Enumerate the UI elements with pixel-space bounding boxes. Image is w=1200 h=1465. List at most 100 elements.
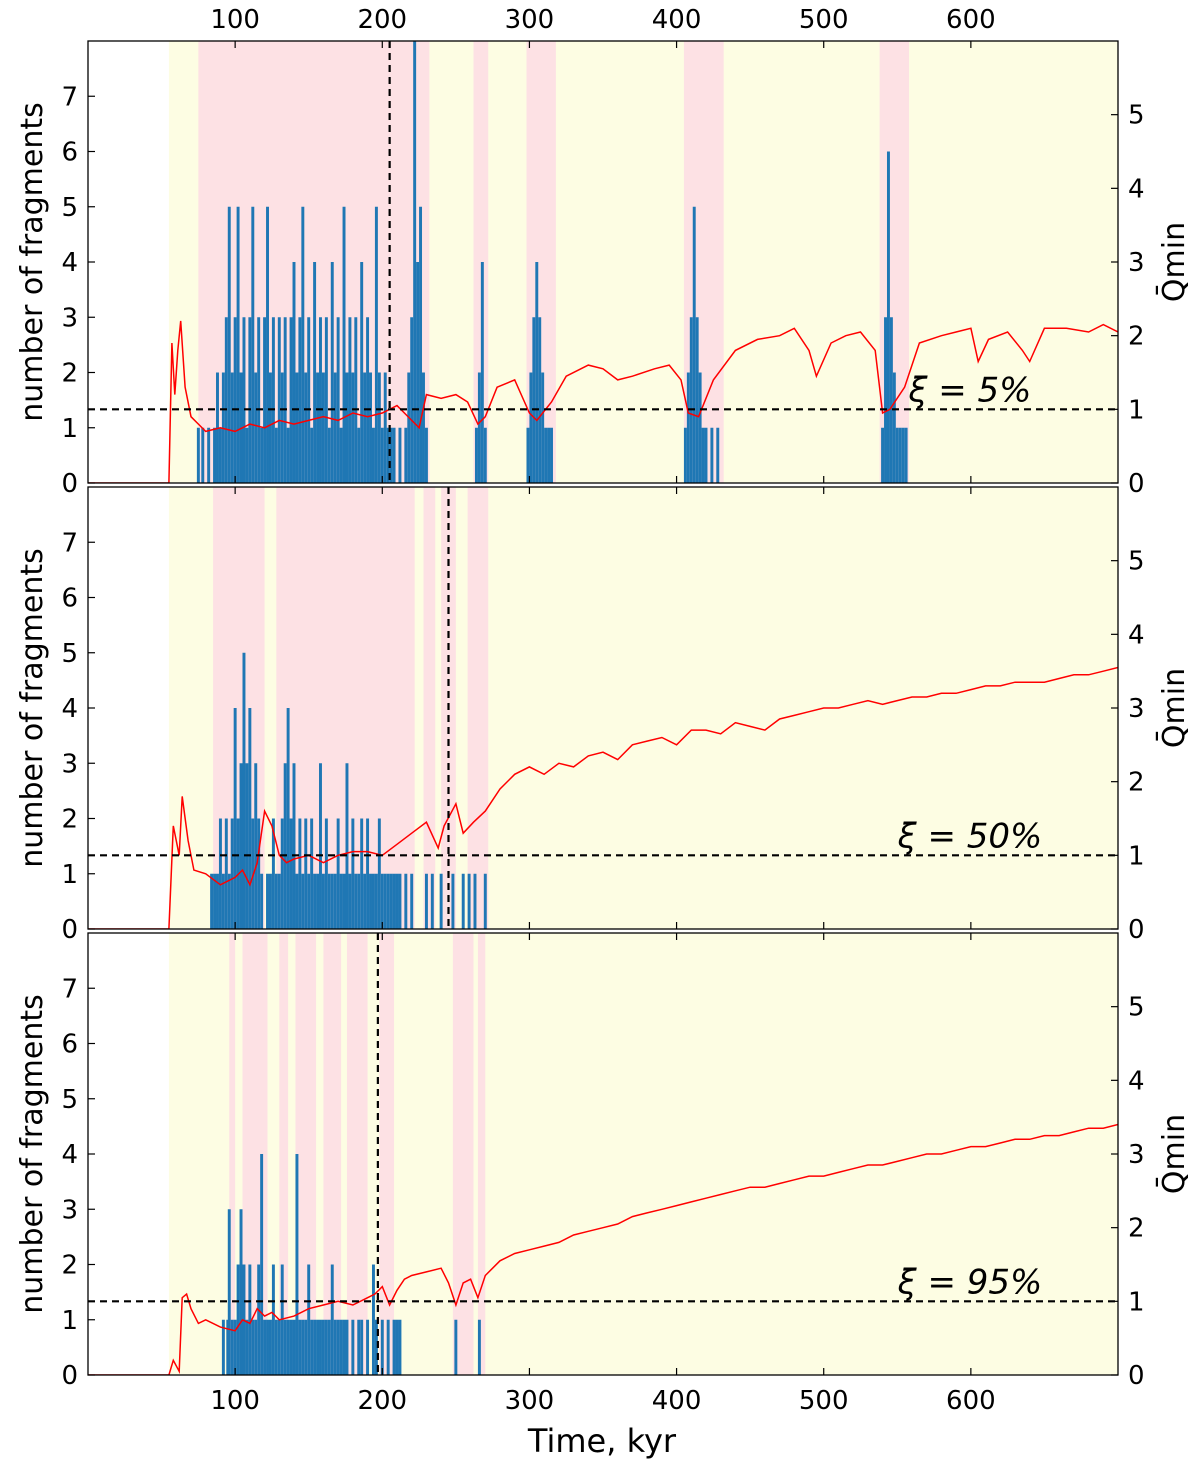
fragment-bar: [544, 427, 548, 483]
fragment-bar: [898, 427, 902, 483]
fragment-bar: [313, 1319, 317, 1375]
right-tick-label: 4: [1128, 174, 1145, 204]
fragment-bar: [416, 262, 420, 483]
fragment-bar: [901, 427, 905, 483]
fragment-bar: [304, 1319, 308, 1375]
fragment-bar: [295, 873, 299, 929]
fragment-bar: [266, 873, 269, 929]
fragment-bar: [377, 372, 381, 483]
fragment-bar: [686, 372, 690, 483]
fragment-bar: [260, 873, 264, 929]
fragment-bar: [301, 206, 305, 483]
fragment-bar: [310, 1319, 314, 1375]
panel-annotation: ξ = 50%: [897, 816, 1043, 856]
fragment-bar: [213, 427, 217, 483]
fragment-bar: [377, 818, 381, 929]
left-tick-label: 3: [61, 303, 78, 333]
fragment-bar: [360, 818, 364, 929]
fragment-bar: [392, 427, 396, 483]
top-tick-label: 400: [652, 5, 702, 35]
fragment-bar: [316, 372, 320, 483]
fragment-bar: [884, 317, 887, 483]
fragment-bar: [541, 372, 545, 483]
q-min-line: [88, 1123, 1118, 1375]
fragment-bar: [271, 1264, 275, 1375]
panel-2: 0 1 2 3 4 5 6 7 0 1 2 3 4 5 number of fragments Q̄min ξ …: [15, 486, 1192, 945]
fragment-bar: [404, 427, 408, 483]
fragment-bar: [345, 372, 349, 483]
fragment-bar: [467, 873, 471, 929]
left-tick-label: 2: [61, 1251, 78, 1281]
panel-annotation: ξ = 5%: [907, 370, 1031, 410]
fragmentation-interval: [229, 933, 236, 1375]
fragment-bar: [483, 873, 487, 929]
fragment-bar: [301, 873, 305, 929]
fragmentation-interval: [379, 933, 395, 1375]
fragmentation-interval: [467, 487, 489, 929]
fragment-bar: [257, 818, 261, 929]
right-tick-label: 2: [1128, 322, 1145, 352]
fragment-bar: [327, 427, 331, 483]
fragment-bar: [242, 652, 246, 929]
y-axis-label-left: number of fragments: [15, 102, 50, 421]
fragment-bar: [257, 1264, 261, 1375]
fragment-bar: [886, 151, 890, 483]
fragment-bar: [286, 1319, 290, 1375]
fragment-bar: [251, 1319, 255, 1375]
fragment-bar: [210, 873, 214, 929]
fragment-bar: [307, 873, 311, 929]
fragment-bar: [357, 873, 361, 929]
fragment-bar: [298, 818, 302, 929]
fragment-bar: [330, 1264, 334, 1375]
fragmentation-interval: [279, 933, 289, 1375]
fragment-bar: [360, 262, 364, 483]
fragment-bar: [386, 873, 390, 929]
fragment-bar: [263, 317, 267, 483]
left-tick-label: 4: [61, 1140, 78, 1170]
left-tick-label: 0: [61, 1361, 78, 1391]
fragment-bar: [345, 1319, 349, 1375]
fragment-bar: [422, 372, 425, 483]
fragment-bar: [292, 1319, 296, 1375]
fragment-bar: [277, 317, 281, 483]
panel-plot-area: [88, 487, 1118, 929]
fragment-bar: [251, 206, 255, 483]
fragment-bar: [451, 873, 455, 929]
right-tick-label: 1: [1128, 841, 1145, 871]
fragment-bar: [266, 206, 269, 483]
top-tick-label: 100: [210, 5, 260, 35]
fragment-bar: [239, 1209, 243, 1375]
right-tick-label: 2: [1128, 1214, 1145, 1244]
fragmentation-interval: [452, 933, 474, 1375]
fragment-bar: [245, 763, 249, 929]
fragment-bar: [213, 873, 217, 929]
fragment-bar: [216, 873, 219, 929]
fragment-bar: [254, 763, 258, 929]
fragment-bar: [424, 427, 428, 483]
right-tick-label: 4: [1128, 1066, 1145, 1096]
fragment-bar: [295, 1154, 299, 1375]
left-tick-label: 3: [61, 749, 78, 779]
fragment-bar: [345, 763, 349, 929]
fragment-bar: [248, 708, 252, 929]
top-axis-ticks: 100 200 300 400 500 600: [210, 5, 995, 35]
fragment-bar: [369, 873, 372, 929]
fragment-bar: [430, 873, 434, 929]
left-tick-label: 1: [61, 860, 78, 890]
fragment-bar: [283, 1319, 287, 1375]
fragment-bar: [319, 317, 322, 483]
left-tick-label: 6: [61, 584, 78, 614]
fragment-bar: [201, 427, 205, 483]
top-tick-label: 500: [799, 5, 849, 35]
fragment-bar: [357, 427, 361, 483]
panel-plot-area: [88, 933, 1118, 1375]
fragment-bar: [351, 372, 355, 483]
fragment-bar: [339, 873, 343, 929]
top-tick-label: 200: [357, 5, 407, 35]
fragment-bar: [280, 372, 284, 483]
fragment-bar: [698, 372, 702, 483]
left-tick-label: 6: [61, 1030, 78, 1060]
fragment-bar: [371, 873, 375, 929]
fragment-bar: [292, 262, 296, 483]
fragment-bar: [304, 372, 308, 483]
